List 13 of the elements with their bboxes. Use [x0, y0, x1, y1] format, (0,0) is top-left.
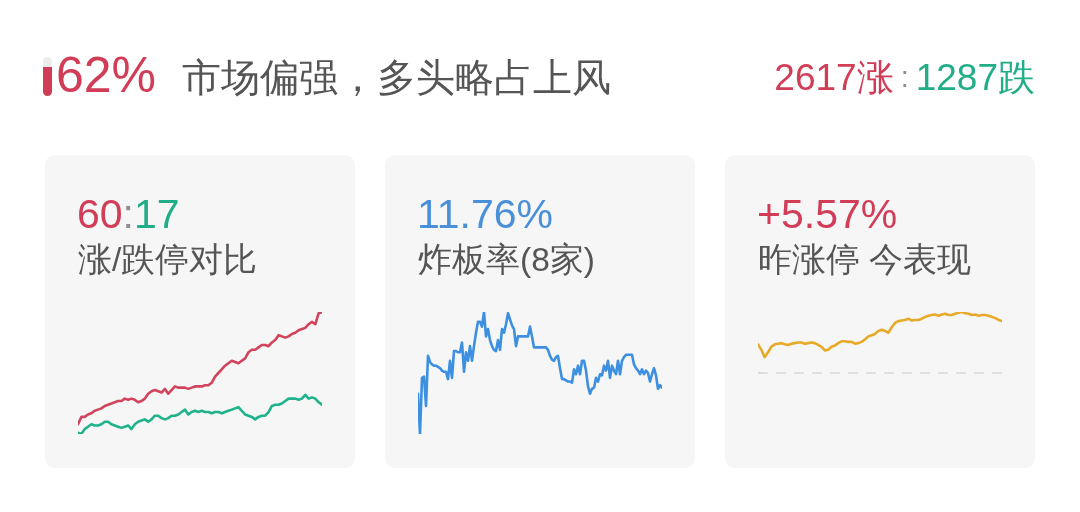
- text: :: [122, 191, 135, 237]
- text: :: [900, 61, 909, 93]
- text: 60: [77, 191, 123, 237]
- chart-title: 炸板率(8家): [418, 241, 595, 278]
- text: 17: [134, 191, 180, 237]
- text: 市场偏强，多头略占上风: [182, 56, 611, 99]
- text: 62%: [56, 47, 157, 103]
- chart-title: 昨涨停 今表现: [758, 241, 972, 278]
- chart-title: 涨/跌停对比: [78, 241, 258, 278]
- text: 1287跌: [915, 57, 1035, 98]
- text: 11.76%: [417, 191, 554, 237]
- text: 2617涨: [774, 57, 894, 98]
- text: +5.57%: [757, 191, 898, 237]
